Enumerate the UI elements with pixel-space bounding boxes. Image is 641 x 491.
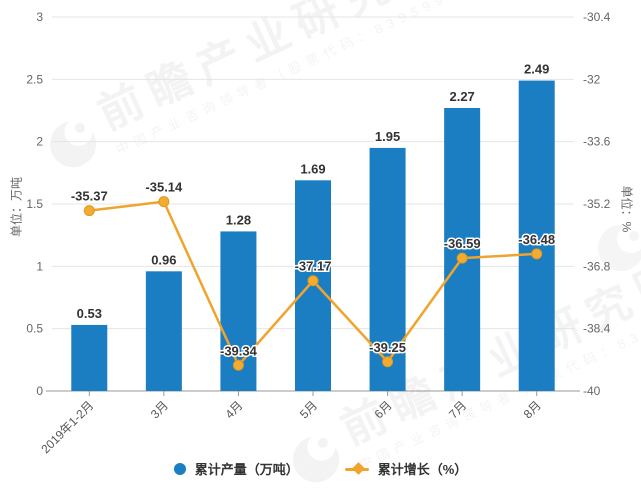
left-axis-tick: 2	[36, 135, 43, 149]
bar-3月[interactable]	[145, 271, 182, 391]
plot-area: 3 -30.4 2.5 -32 2 -33.6 1.5 -35.2 1 -36.8 0.5 -38.4…	[26, 10, 611, 455]
legend: 累计产量（万吨） 累计增长（%）	[0, 459, 641, 478]
legend-label: 累计增长（%）	[377, 462, 468, 477]
left-axis-tick: 1	[36, 259, 43, 273]
legend-bar-marker-icon	[173, 462, 186, 475]
bar-value-label: 1.28	[226, 212, 251, 227]
bar-7月[interactable]	[444, 108, 481, 392]
line-point-8月[interactable]	[531, 248, 543, 260]
x-axis-label: 5月	[297, 398, 320, 421]
line-value-label: -36.48	[518, 232, 555, 247]
x-axis-label: 6月	[372, 398, 395, 421]
bar-8月[interactable]	[518, 80, 555, 391]
line-value-label: -35.37	[71, 189, 108, 204]
x-axis-label: 4月	[222, 398, 245, 421]
left-axis-tick: 1.5	[26, 197, 43, 211]
legend-label: 累计产量（万吨）	[194, 462, 299, 477]
line-point-5月[interactable]	[307, 275, 319, 287]
left-axis-tick: 0.5	[26, 322, 43, 336]
x-axis-label: 2019年1-2月	[38, 398, 96, 455]
bar-value-label: 1.69	[300, 161, 325, 176]
right-axis-tick: -40	[583, 384, 601, 398]
legend-item-growth[interactable]: 累计增长（%）	[344, 459, 468, 478]
line-value-label: -35.14	[145, 180, 183, 195]
right-axis-tick: -33.6	[583, 135, 611, 149]
bar-value-label: 1.95	[375, 129, 400, 144]
right-axis-tick: -30.4	[583, 10, 611, 24]
x-axis-label: 7月	[446, 398, 469, 421]
left-axis-tick: 0	[36, 384, 43, 398]
bar-value-label: 2.49	[524, 62, 549, 77]
left-axis-tick: 3	[36, 10, 43, 24]
right-axis-tick: -35.2	[583, 197, 611, 211]
bar-value-label: 0.53	[77, 306, 102, 321]
line-point-2019年1-2月[interactable]	[83, 205, 95, 217]
line-value-label: -36.59	[444, 236, 481, 251]
line-point-6月[interactable]	[382, 356, 394, 368]
line-value-label: -39.25	[369, 340, 406, 355]
line-point-7月[interactable]	[456, 252, 468, 264]
x-axis-label: 3月	[148, 398, 171, 421]
right-axis-tick: -38.4	[583, 322, 611, 336]
bar-value-label: 0.96	[151, 252, 176, 267]
line-point-3月[interactable]	[158, 196, 170, 208]
right-axis-title: 单位：%	[619, 185, 634, 233]
bar-2019年1-2月[interactable]	[71, 324, 108, 391]
bar-value-label: 2.27	[449, 89, 474, 104]
legend-item-production[interactable]: 累计产量（万吨）	[173, 459, 299, 478]
line-value-label: -39.34	[220, 343, 258, 358]
left-axis-title: 单位：万吨	[9, 176, 24, 238]
left-axis-tick: 2.5	[26, 72, 43, 86]
legend-line-marker-icon	[344, 461, 369, 475]
right-axis-tick: -36.8	[583, 259, 611, 273]
right-axis-tick: -32	[583, 72, 601, 86]
x-axis-label: 8月	[521, 398, 544, 421]
line-point-4月[interactable]	[232, 359, 244, 371]
line-value-label: -37.17	[295, 259, 332, 274]
